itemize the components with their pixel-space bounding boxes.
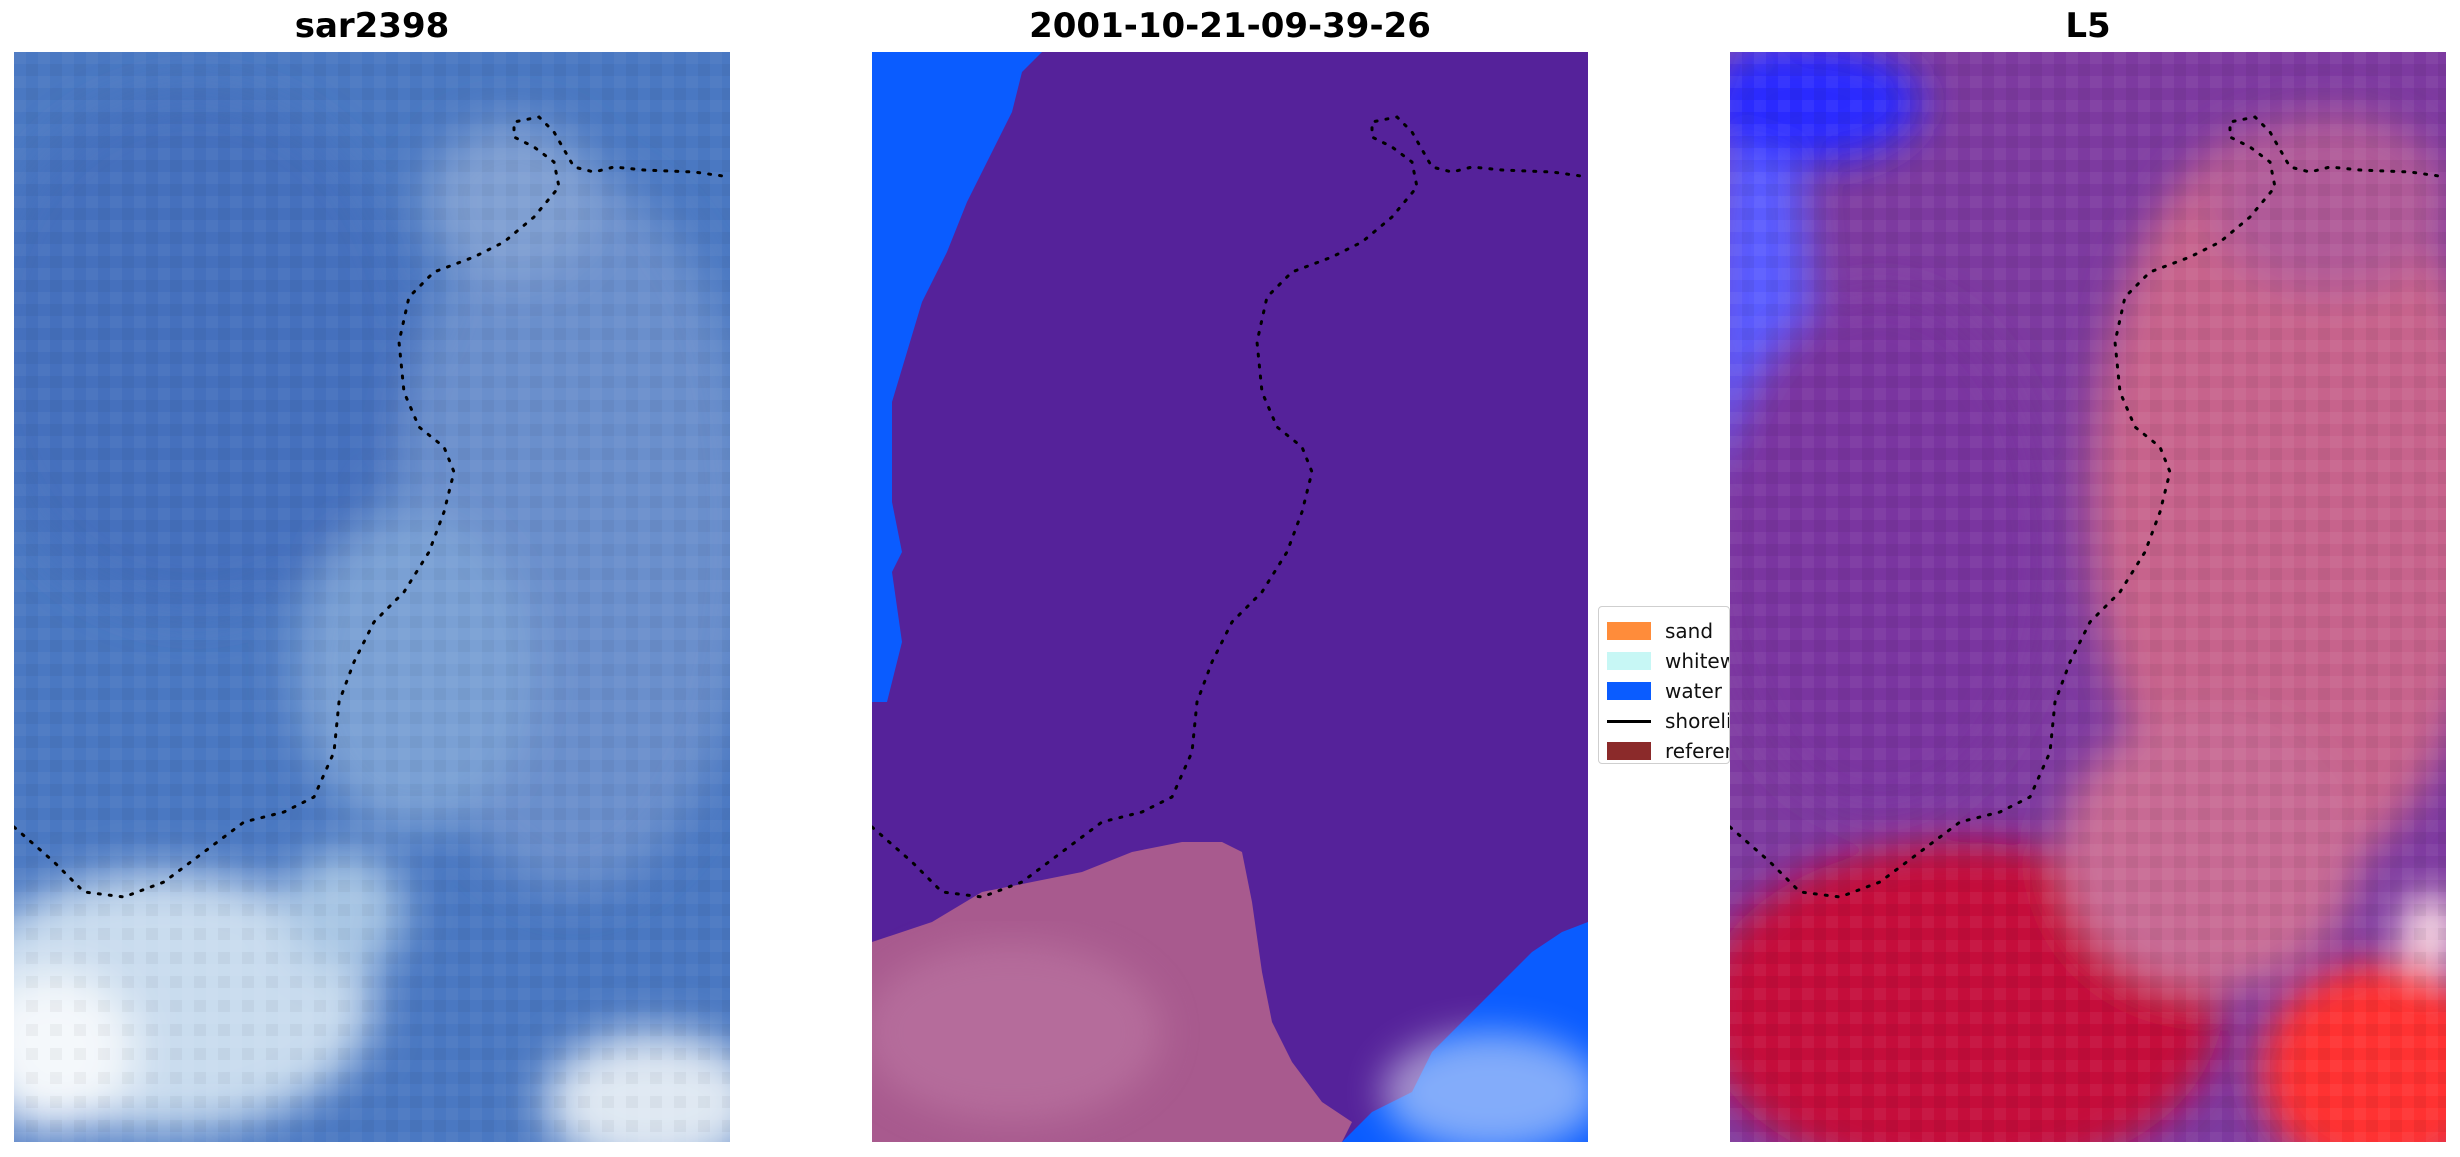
legend-item-sand: sand <box>1607 616 1729 646</box>
shoreline-rgb <box>14 115 730 899</box>
legend-swatch-whitewater <box>1607 652 1651 670</box>
legend-label: sand <box>1665 619 1714 643</box>
panel-title-classified: 2001-10-21-09-39-26 <box>1029 6 1431 46</box>
legend-swatch-water <box>1607 682 1651 700</box>
l5-image-panel <box>1730 52 2446 1142</box>
legend-line-shoreline <box>1607 719 1651 723</box>
legend-item-shoreline: shoreline <box>1607 706 1729 736</box>
legend-label: water <box>1665 679 1722 703</box>
shoreline-classified <box>872 115 1588 899</box>
shoreline-l5 <box>1730 115 2446 899</box>
classified-image <box>872 52 1588 1142</box>
panel-title-rgb: sar2398 <box>294 6 450 46</box>
legend-swatch-reference <box>1607 742 1651 760</box>
panel-title-l5: L5 <box>2065 6 2111 46</box>
legend-item-water: water <box>1607 676 1729 706</box>
legend-item-reference: reference <box>1607 736 1729 763</box>
legend-label: shoreline <box>1665 709 1729 733</box>
water-class-region <box>872 52 1042 702</box>
legend-swatch-sand <box>1607 622 1651 640</box>
legend-label: reference <box>1665 739 1729 763</box>
l5-image <box>1730 52 2446 1142</box>
classified-image-panel <box>872 52 1588 1142</box>
rgb-image <box>14 52 730 1142</box>
rgb-image-panel <box>14 52 730 1142</box>
